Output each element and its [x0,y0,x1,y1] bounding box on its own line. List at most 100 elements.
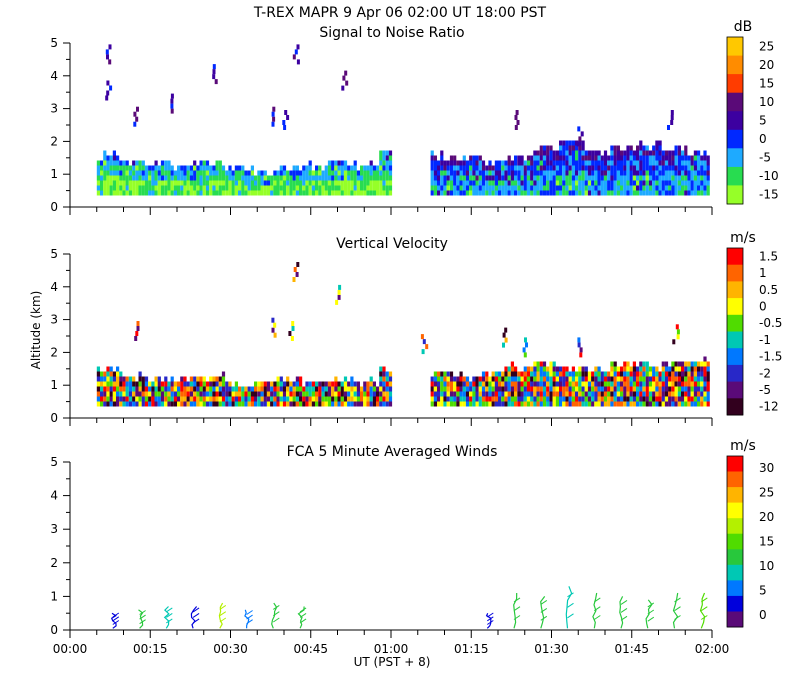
data-cell [292,391,296,397]
data-cell [347,190,351,196]
data-cell [668,160,672,166]
data-cell [189,386,193,392]
data-cell [119,381,123,387]
data-cell [530,155,534,161]
data-cell [321,396,325,402]
colorbar-frame [726,36,744,205]
data-cell [177,165,181,171]
data-cell [282,170,287,176]
data-cell [578,401,582,407]
data-cell [238,391,242,397]
data-cell [385,150,389,156]
data-cell [170,103,174,109]
data-cell [481,175,486,181]
data-cell [295,376,299,382]
data-cell [530,185,534,191]
data-cell [645,145,649,151]
data-cell [372,396,376,402]
data-cell [571,185,575,191]
data-cell [443,170,447,176]
data-cell [613,361,617,367]
data-cell [109,391,113,397]
data-cell [212,386,216,392]
data-cell [481,170,486,176]
data-cell [437,160,441,166]
data-cell [100,190,104,196]
data-cell [645,371,649,377]
data-cell [530,401,534,407]
data-cell [677,376,681,382]
data-cell [112,170,116,176]
data-cell [693,175,697,181]
data-cell [681,155,685,161]
data-cell [703,185,707,191]
data-cell [289,180,293,186]
data-cell [296,262,300,267]
data-cell [421,349,425,355]
data-cell [684,361,688,367]
data-cell [488,396,492,402]
data-cell [462,381,466,387]
data-cell [603,175,608,181]
data-cell [465,160,470,166]
data-cell [501,180,505,186]
data-cell [433,401,437,407]
wind-barb [139,610,146,615]
data-cell [700,376,704,382]
data-cell [475,185,479,191]
data-cell [327,170,332,176]
data-cell [648,386,653,392]
data-cell [684,160,688,166]
data-cell [343,170,348,176]
data-cell [491,381,495,387]
data-cell [279,386,283,392]
data-cell [571,155,575,161]
data-cell [584,401,588,407]
data-cell [327,180,332,186]
data-cell [209,401,213,407]
data-cell [681,361,685,367]
data-cell [565,180,569,186]
data-cell [469,401,473,407]
data-cell [684,391,688,397]
data-cell [308,165,312,171]
data-cell [263,401,267,407]
data-cell [170,386,174,392]
data-cell [173,170,177,176]
colorbar-frame [726,455,744,628]
data-cell [472,160,476,166]
data-cell [221,386,226,392]
data-cell [616,396,620,402]
data-cell [453,396,457,402]
data-cell [542,366,547,372]
data-cell [331,391,335,397]
data-cell [562,160,566,166]
data-cell [100,185,104,191]
data-cell [263,175,267,181]
data-cell [334,391,338,397]
data-cell [363,185,367,191]
data-cell [382,160,386,166]
data-cell [636,190,640,196]
data-cell [693,391,697,397]
data-cell [299,180,303,186]
data-cell [340,165,344,171]
data-cell [690,185,694,191]
data-cell [308,381,312,387]
data-cell [600,160,604,166]
data-cell [154,391,158,397]
data-cell [684,165,688,171]
data-cell [112,190,116,196]
data-cell [610,160,614,166]
data-cell [318,190,322,196]
data-cell [536,160,540,166]
data-cell [555,376,559,382]
data-cell [536,366,540,372]
data-cell [103,396,107,402]
data-cell [449,401,454,407]
data-cell [180,401,184,407]
data-cell [446,371,450,377]
data-cell [305,180,309,186]
data-cell [247,180,251,186]
data-cell [578,145,582,151]
